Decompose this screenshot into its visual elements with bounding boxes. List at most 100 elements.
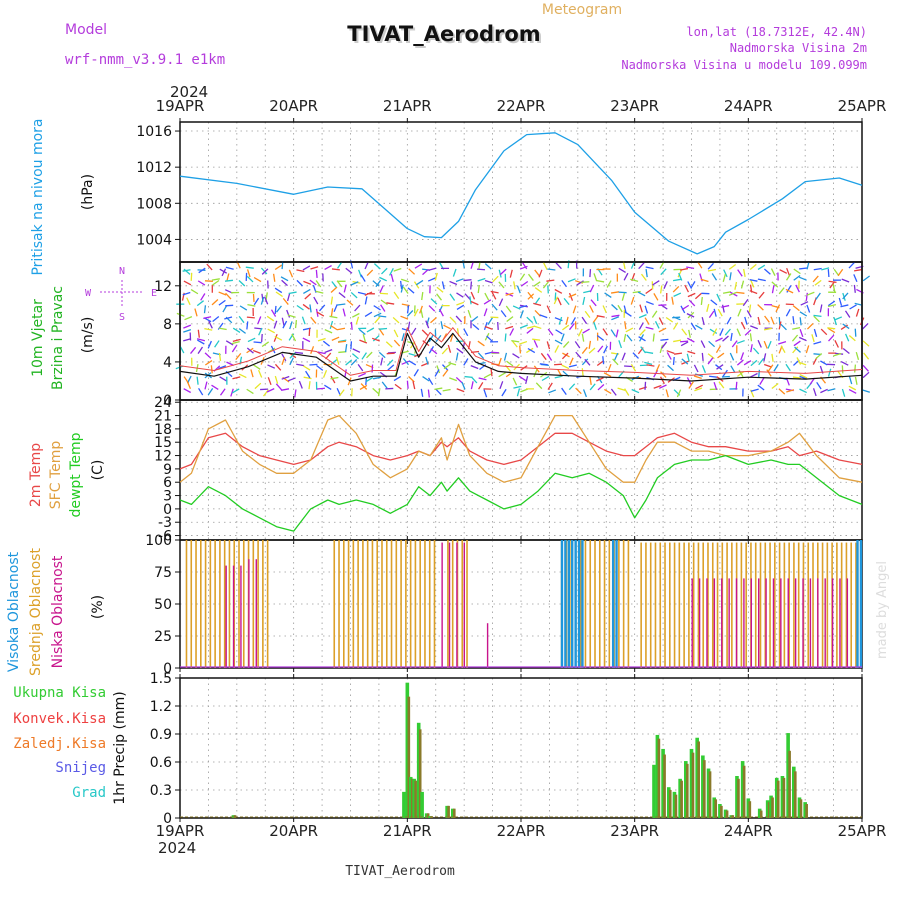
wind-barb: [793, 268, 801, 275]
wind-barb: [554, 363, 563, 366]
wind-barb: [638, 336, 646, 342]
wind-barb: [373, 263, 381, 270]
wind-barb: [373, 312, 382, 318]
wind-barb: [735, 381, 738, 390]
wind-barb: [447, 344, 452, 353]
wind-barb: [379, 285, 384, 294]
wind-barb: [211, 299, 219, 306]
wind-barb: [778, 321, 782, 330]
precip-total-bar: [678, 778, 682, 818]
wind-barb: [637, 291, 646, 297]
low-cloud-bar: [743, 578, 745, 668]
wind-barb: [197, 280, 206, 286]
mid-cloud-bar: [366, 540, 369, 668]
wind-barb: [736, 291, 745, 294]
wind-barb: [525, 375, 529, 385]
wind-barb: [672, 322, 679, 330]
wind-barb: [554, 345, 560, 353]
wind-barb: [456, 347, 464, 354]
mid-cloud-bar: [333, 540, 336, 668]
wind-barb: [401, 278, 410, 283]
wind-barb: [275, 383, 283, 391]
wind-barb: [674, 352, 683, 355]
mid-cloud-bar: [190, 540, 193, 668]
wind-barb: [380, 357, 384, 366]
wind-barb: [509, 269, 513, 278]
wind-barb: [352, 312, 360, 318]
wind-barb: [286, 292, 291, 302]
wind-barb: [814, 279, 822, 286]
wind-barb: [430, 348, 438, 355]
wind-barb: [827, 303, 837, 308]
low-cloud-bar: [240, 565, 242, 668]
high-cloud-bar: [611, 540, 615, 668]
wind-barb: [372, 335, 380, 342]
wind-barb: [713, 381, 718, 391]
wind-barb: [582, 328, 590, 334]
wind-barb: [569, 357, 574, 366]
y-tick-label: 1016: [136, 124, 172, 140]
wind-barb: [583, 290, 592, 294]
wind-gust-line: [179, 327, 863, 376]
wind-barb: [563, 297, 570, 306]
wind-barb: [832, 284, 836, 293]
y-tick-label: 21: [154, 409, 172, 425]
wind-barb: [436, 286, 444, 293]
wind-barb: [519, 265, 528, 270]
wind-barb: [505, 305, 512, 313]
mid-cloud-bar: [352, 540, 355, 668]
x-tick-label: 25APR: [838, 822, 887, 840]
wind-barb: [666, 350, 675, 355]
wind-barb: [389, 267, 394, 276]
wind-barb: [862, 364, 869, 372]
wind-barb: [640, 273, 647, 281]
wind-barb: [238, 315, 245, 324]
y-tick-label: 0.6: [150, 755, 172, 771]
mid-cloud-bar: [840, 542, 843, 668]
wind-barb: [630, 363, 637, 372]
wind-barb: [799, 388, 807, 394]
wind-barb: [561, 352, 569, 360]
wind-barb: [688, 381, 694, 389]
wind-barb: [716, 293, 721, 302]
wind-barb: [778, 287, 785, 295]
wind-barb: [266, 388, 275, 393]
wind-barb: [350, 321, 353, 330]
wind-barb: [526, 325, 535, 329]
wind-barb: [281, 375, 290, 380]
wind-barb: [763, 327, 773, 331]
wind-barb: [533, 316, 538, 324]
side-labels: Ukupna Kisa Konvek.Kisa Zaledj.Kisa Snijeg G…: [6, 118, 128, 804]
altitude-label: Nadmorska Visina 2m: [730, 41, 867, 55]
wind-barb: [848, 388, 857, 394]
wind-barb: [402, 358, 410, 366]
wind-barb: [792, 305, 800, 312]
precip-total-bar: [723, 809, 728, 818]
precip-conv-bar: [714, 799, 718, 818]
precip-legend-item: Konvek.Kisa: [13, 711, 106, 727]
wind-barb: [483, 389, 488, 398]
wind-barb: [834, 340, 839, 348]
y-tick-label: 1012: [136, 160, 172, 176]
footer-station: TIVAT_Aerodrom: [345, 864, 455, 879]
wind-barb: [374, 316, 381, 324]
mid-cloud-bar: [850, 542, 853, 668]
mid-cloud-bar: [428, 540, 431, 668]
wind-barb: [534, 297, 541, 305]
wind-barb: [183, 338, 192, 342]
wind-barb: [274, 287, 283, 294]
wind-barb: [330, 325, 338, 331]
wind-barb: [526, 347, 534, 354]
wind-barb: [644, 361, 653, 365]
wind-barb: [441, 281, 445, 290]
wind-barb: [785, 273, 792, 281]
mid-cloud-bar: [788, 542, 790, 668]
wind-barb: [617, 304, 623, 313]
wind-barb: [729, 352, 735, 361]
mid-cloud-bar: [716, 542, 719, 668]
wind-barb: [342, 308, 346, 317]
wind-barb: [434, 369, 440, 377]
y-tick-label: 24: [154, 395, 172, 411]
mid-cloud-bar: [390, 540, 393, 668]
wind-barb: [194, 308, 198, 317]
